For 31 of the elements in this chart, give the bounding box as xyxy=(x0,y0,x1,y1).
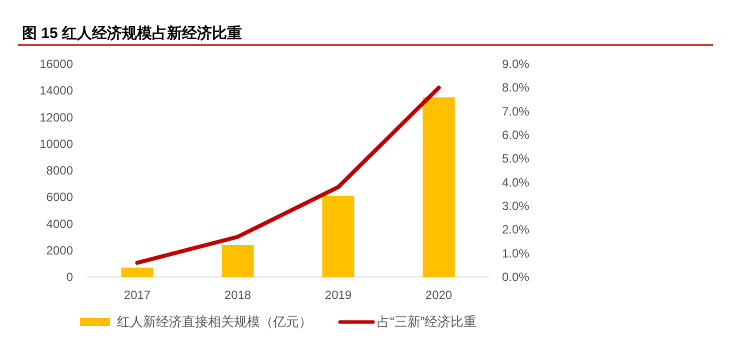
bar xyxy=(322,196,354,277)
y2-tick-label: 3.0% xyxy=(502,199,530,213)
legend-label: 红人新经济直接相关规模（亿元） xyxy=(117,314,312,329)
y2-tick-label: 7.0% xyxy=(502,104,530,118)
y2-tick-label: 8.0% xyxy=(502,80,530,95)
y2-tick-label: 9.0% xyxy=(502,57,530,71)
y2-tick-label: 0.0% xyxy=(502,270,530,284)
y-tick-label: 4000 xyxy=(46,216,74,231)
bar xyxy=(222,245,254,277)
bar xyxy=(121,268,154,277)
title: 图 15 红人经济规模占新经济比重 xyxy=(22,25,242,42)
y-tick-label: 14000 xyxy=(40,84,74,98)
y2-tick-label: 6.0% xyxy=(502,128,530,142)
line-series xyxy=(135,86,441,265)
y-tick-label: 8000 xyxy=(46,164,74,178)
y-tick-label: 16000 xyxy=(40,57,74,71)
y2-tick-label: 2.0% xyxy=(502,222,530,237)
y-tick-label: 6000 xyxy=(46,190,74,204)
y2-tick-label: 4.0% xyxy=(502,175,530,190)
y-tick-label: 2000 xyxy=(46,243,74,258)
legend-label: 占“三新”经济比重 xyxy=(377,314,477,329)
x-tick-label: 2018 xyxy=(224,288,252,302)
y2-tick-label: 5.0% xyxy=(502,152,530,166)
y2-tick-label: 1.0% xyxy=(502,246,530,260)
y-tick-label: 12000 xyxy=(40,110,74,124)
x-tick-label: 2017 xyxy=(124,288,151,302)
y-tick-label: 10000 xyxy=(40,136,74,151)
bar xyxy=(422,97,455,277)
y-tick-label: 0 xyxy=(66,270,74,284)
x-tick-label: 2020 xyxy=(425,288,452,302)
x-tick-label: 2019 xyxy=(324,288,352,302)
